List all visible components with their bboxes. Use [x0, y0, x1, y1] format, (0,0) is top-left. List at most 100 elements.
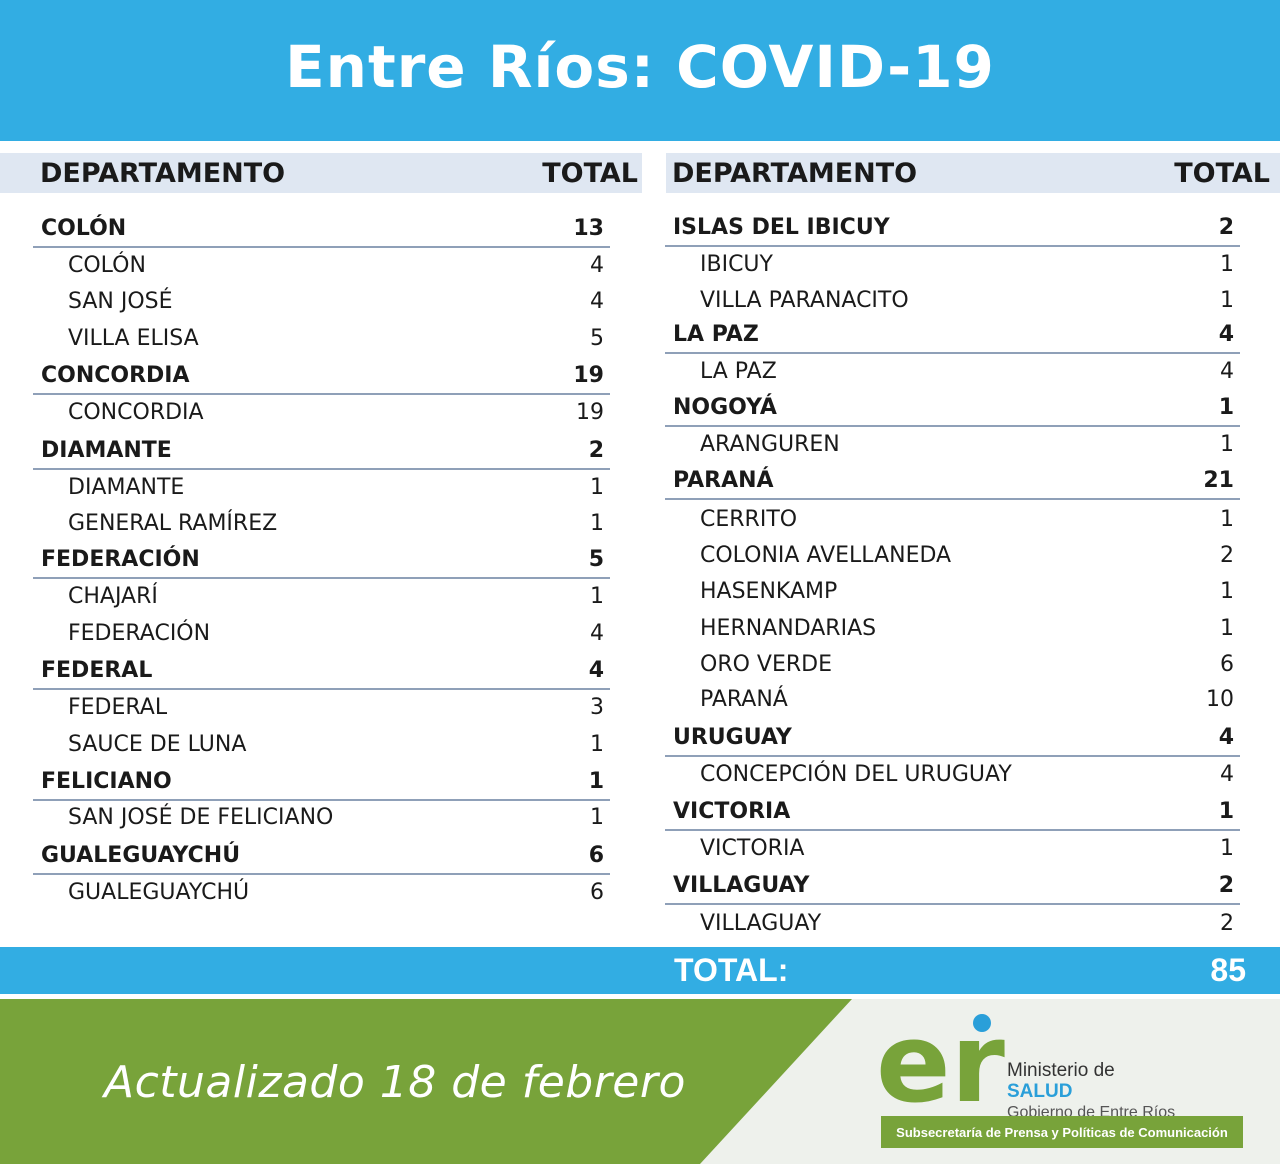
department-row: COLÓN 13 [33, 212, 610, 248]
locality-total: 2 [1220, 542, 1234, 568]
grand-total-label: TOTAL: [674, 952, 789, 988]
department-total: 1 [1218, 394, 1234, 420]
department-total: 2 [1218, 214, 1234, 240]
ministry-logo: er Ministerio de SALUD Gobierno de Entre… [876, 999, 1256, 1127]
locality-name: IBICUY [700, 251, 773, 277]
department-name: COLÓN [41, 215, 127, 241]
locality-row: FEDERACIÓN 4 [33, 617, 610, 649]
department-total: 19 [573, 362, 604, 388]
locality-total: 4 [1220, 358, 1234, 384]
locality-row: SAN JOSÉ 4 [33, 285, 610, 317]
page-title: Entre Ríos: COVID-19 [285, 32, 995, 101]
locality-total: 1 [1220, 506, 1234, 532]
department-header: DEPARTAMENTO [672, 157, 918, 189]
locality-total: 1 [1220, 615, 1234, 641]
department-row: LA PAZ 4 [665, 318, 1240, 354]
department-total: 21 [1203, 467, 1234, 493]
department-header: DEPARTAMENTO [40, 157, 286, 189]
department-row: CONCORDIA 19 [33, 359, 610, 395]
ministry-line-1: Ministerio de [1007, 1060, 1115, 1081]
locality-total: 4 [590, 252, 604, 278]
locality-total: 1 [1220, 835, 1234, 861]
footer: Actualizado 18 de febrero er Ministerio … [0, 999, 1280, 1164]
locality-name: CONCEPCIÓN DEL URUGUAY [700, 761, 1012, 787]
department-row: VICTORIA 1 [665, 795, 1240, 831]
department-total: 1 [588, 768, 604, 794]
locality-row: ORO VERDE 6 [665, 648, 1240, 680]
locality-total: 1 [590, 510, 604, 536]
department-total: 5 [588, 546, 604, 572]
locality-total: 10 [1206, 686, 1234, 712]
locality-name: VICTORIA [700, 835, 805, 861]
department-total: 4 [1218, 321, 1234, 347]
locality-name: VILLA PARANACITO [700, 287, 909, 313]
locality-total: 1 [590, 583, 604, 609]
locality-name: HASENKAMP [700, 578, 838, 604]
department-total: 4 [588, 657, 604, 683]
locality-total: 1 [1220, 431, 1234, 457]
locality-total: 4 [590, 288, 604, 314]
locality-total: 1 [1220, 287, 1234, 313]
department-total: 4 [1218, 724, 1234, 750]
locality-total: 4 [590, 620, 604, 646]
locality-row: VILLAGUAY 2 [665, 907, 1240, 939]
locality-name: CHAJARÍ [68, 583, 158, 609]
department-row: GUALEGUAYCHÚ 6 [33, 839, 610, 875]
left-column-header: DEPARTAMENTO TOTAL [0, 153, 642, 193]
locality-name: SAUCE DE LUNA [68, 731, 247, 757]
department-name: CONCORDIA [41, 362, 190, 388]
locality-row: VILLA PARANACITO 1 [665, 284, 1240, 316]
locality-row: GENERAL RAMÍREZ 1 [33, 507, 610, 539]
locality-row: CERRITO 1 [665, 503, 1240, 535]
updated-date: Actualizado 18 de febrero [104, 1057, 686, 1108]
grand-total-bar [0, 947, 1280, 994]
locality-name: COLÓN [68, 252, 146, 278]
locality-row: VICTORIA 1 [665, 832, 1240, 864]
department-row: FEDERAL 4 [33, 654, 610, 690]
department-name: FELICIANO [41, 768, 172, 794]
locality-row: SAN JOSÉ DE FELICIANO 1 [33, 801, 610, 833]
department-row: ISLAS DEL IBICUY 2 [665, 211, 1240, 247]
locality-row: DIAMANTE 1 [33, 471, 610, 503]
locality-name: CONCORDIA [68, 399, 204, 425]
locality-name: VILLA ELISA [68, 325, 199, 351]
total-header: TOTAL [1174, 157, 1270, 189]
locality-total: 1 [590, 804, 604, 830]
department-name: NOGOYÁ [673, 394, 777, 420]
locality-row: PARANÁ 10 [665, 683, 1240, 715]
header-banner: Entre Ríos: COVID-19 [0, 0, 1280, 141]
department-name: GUALEGUAYCHÚ [41, 842, 241, 868]
department-name: DIAMANTE [41, 437, 172, 463]
locality-name: VILLAGUAY [700, 910, 822, 936]
department-row: FELICIANO 1 [33, 765, 610, 801]
ministry-line-2: SALUD [1007, 1081, 1073, 1102]
department-total: 2 [1218, 872, 1234, 898]
locality-row: CONCORDIA 19 [33, 396, 610, 428]
locality-total: 6 [1220, 651, 1234, 677]
locality-row: COLÓN 4 [33, 249, 610, 281]
right-column-header: DEPARTAMENTO TOTAL [666, 153, 1280, 193]
department-name: LA PAZ [673, 321, 759, 347]
department-total: 1 [1218, 798, 1234, 824]
department-total: 2 [588, 437, 604, 463]
locality-row: VILLA ELISA 5 [33, 322, 610, 354]
department-row: PARANÁ 21 [665, 464, 1240, 500]
department-total: 6 [588, 842, 604, 868]
locality-total: 1 [590, 474, 604, 500]
locality-name: DIAMANTE [68, 474, 185, 500]
department-total: 13 [573, 215, 604, 241]
locality-name: SAN JOSÉ [68, 288, 173, 314]
locality-name: CERRITO [700, 506, 798, 532]
locality-row: GUALEGUAYCHÚ 6 [33, 876, 610, 908]
locality-total: 1 [1220, 251, 1234, 277]
department-name: FEDERAL [41, 657, 153, 683]
locality-total: 2 [1220, 910, 1234, 936]
locality-row: COLONIA AVELLANEDA 2 [665, 539, 1240, 571]
department-name: URUGUAY [673, 724, 792, 750]
locality-total: 1 [1220, 578, 1234, 604]
locality-name: GENERAL RAMÍREZ [68, 510, 278, 536]
locality-total: 1 [590, 731, 604, 757]
locality-row: SAUCE DE LUNA 1 [33, 728, 610, 760]
total-header: TOTAL [542, 157, 638, 189]
locality-row: FEDERAL 3 [33, 691, 610, 723]
